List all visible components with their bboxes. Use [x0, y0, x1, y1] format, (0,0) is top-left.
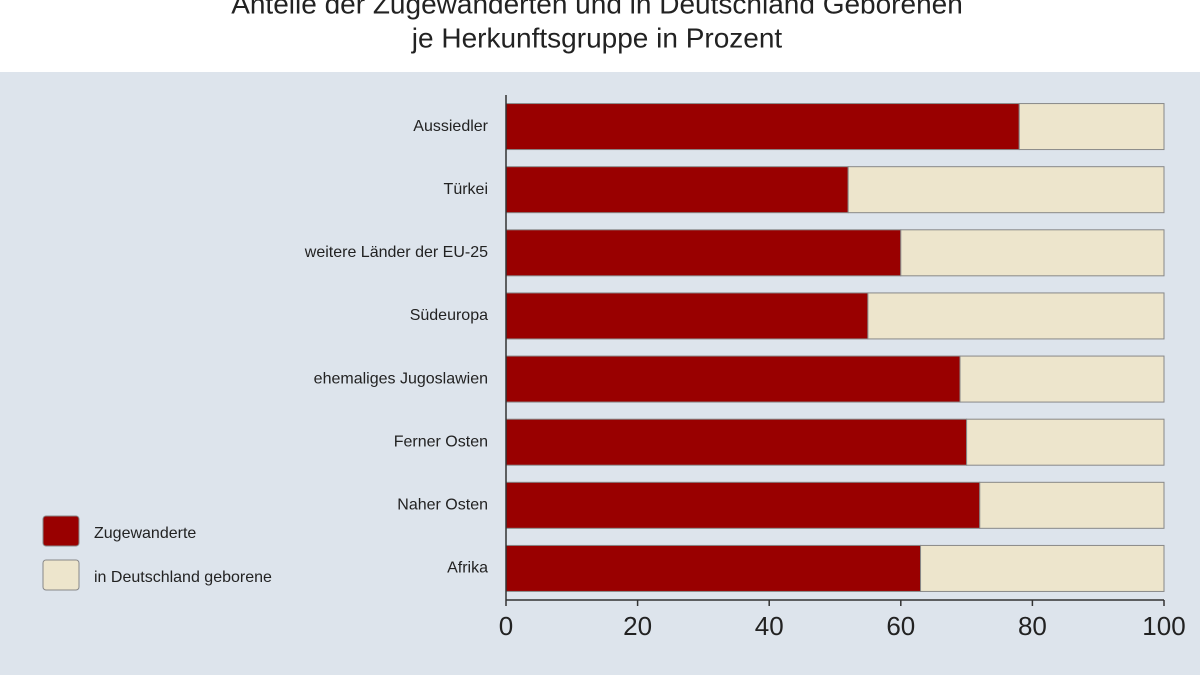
x-tick-label: 20: [623, 611, 652, 641]
x-tick-label: 0: [499, 611, 513, 641]
y-tick-label: Ferner Osten: [394, 433, 488, 450]
x-tick-label: 80: [1018, 611, 1047, 641]
bar-segment: [505, 166, 849, 214]
bar-segment: [920, 544, 1165, 592]
x-tick-label: 60: [886, 611, 915, 641]
legend-swatch: [42, 559, 80, 591]
chart-title: Anteile der Zugewanderten und in Deutsch…: [231, 0, 963, 19]
bar-segment: [979, 481, 1165, 529]
bar-segment: [900, 229, 1165, 277]
legend-label: in Deutschland geborene: [94, 569, 272, 586]
y-tick-label: ehemaliges Jugoslawien: [314, 370, 488, 387]
y-tick-label: Afrika: [447, 560, 488, 577]
x-tick-label: 40: [755, 611, 784, 641]
chart-subtitle: je Herkunftsgruppe in Prozent: [411, 22, 783, 53]
y-tick-label: Türkei: [444, 181, 488, 198]
bar-segment: [959, 355, 1165, 403]
legend-swatch: [42, 515, 80, 547]
bar-segment: [505, 229, 902, 277]
bar-segment: [505, 103, 1020, 151]
bar-segment: [505, 418, 968, 466]
legend-label: Zugewanderte: [94, 525, 196, 542]
bar-segment: [1018, 103, 1165, 151]
bar-segment: [867, 292, 1165, 340]
y-tick-label: Aussiedler: [413, 118, 488, 135]
bar-segment: [966, 418, 1165, 466]
bar-segment: [505, 292, 869, 340]
y-tick-label: Südeuropa: [410, 307, 488, 324]
bar-segment: [505, 355, 961, 403]
y-tick-label: weitere Länder der EU-25: [304, 244, 488, 261]
bar-segment: [505, 544, 922, 592]
bar-segment: [505, 481, 981, 529]
y-tick-label: Naher Osten: [397, 497, 488, 514]
x-tick-label: 100: [1142, 611, 1185, 641]
bar-segment: [847, 166, 1165, 214]
